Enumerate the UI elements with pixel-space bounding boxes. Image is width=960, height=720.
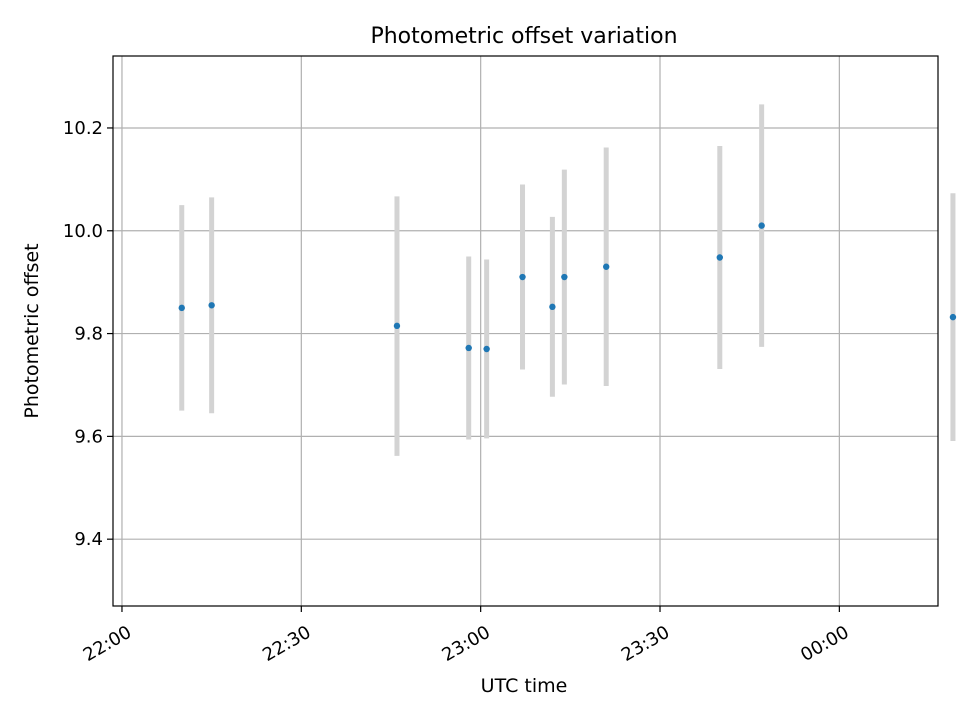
x-axis-title: UTC time — [481, 675, 568, 697]
plot-frame — [112, 55, 939, 607]
data-point — [208, 302, 215, 309]
y-tick-label: 9.8 — [74, 324, 103, 345]
data-point — [483, 345, 490, 353]
data-point — [549, 303, 556, 311]
data-point — [949, 313, 957, 321]
data-point — [758, 222, 765, 229]
data-points — [178, 222, 957, 353]
y-axis-title: Photometric offset — [21, 243, 43, 418]
data-point — [178, 304, 185, 312]
y-tick-label: 9.6 — [74, 426, 103, 447]
y-tick-label: 10.0 — [63, 221, 103, 242]
data-point — [465, 344, 472, 352]
data-point — [603, 263, 610, 270]
data-point — [716, 254, 723, 261]
data-point — [561, 273, 568, 281]
chart-title: Photometric offset variation — [370, 24, 677, 49]
data-point — [519, 273, 526, 281]
y-tick-label: 10.2 — [63, 118, 103, 139]
grid — [113, 56, 938, 606]
data-point — [393, 322, 401, 330]
y-tick-label: 9.4 — [74, 529, 103, 550]
